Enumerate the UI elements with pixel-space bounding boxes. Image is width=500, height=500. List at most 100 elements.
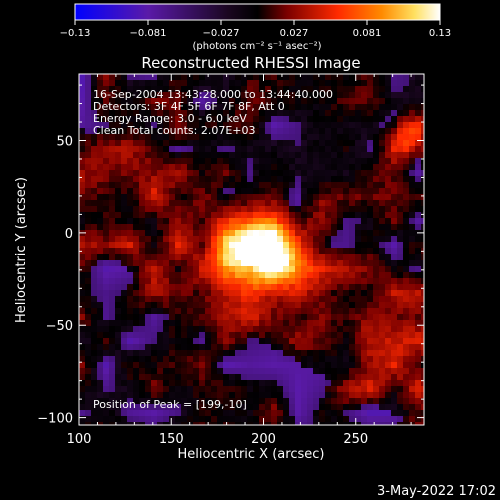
heatmap-cell xyxy=(91,122,98,129)
heatmap-cell xyxy=(175,182,182,189)
heatmap-cell xyxy=(331,410,338,417)
heatmap-cell xyxy=(367,200,374,207)
heatmap-cell xyxy=(97,374,104,381)
heatmap-cell xyxy=(379,356,386,363)
heatmap-cell xyxy=(121,404,128,411)
heatmap-cell xyxy=(139,92,146,99)
heatmap-cell xyxy=(193,416,200,423)
heatmap-cell xyxy=(319,80,326,87)
heatmap-cell xyxy=(109,200,116,207)
heatmap-cell xyxy=(253,176,260,183)
heatmap-cell xyxy=(163,170,170,177)
heatmap-cell xyxy=(307,326,314,333)
heatmap-cell xyxy=(289,182,296,189)
heatmap-cell xyxy=(85,422,92,425)
heatmap-cell xyxy=(181,248,188,255)
heatmap-cell xyxy=(385,128,392,135)
heatmap-cell xyxy=(157,80,164,87)
heatmap-cell xyxy=(163,260,170,267)
heatmap-cell xyxy=(421,122,424,129)
heatmap-cell xyxy=(265,374,272,381)
heatmap-cell xyxy=(295,344,302,351)
heatmap-cell xyxy=(229,356,236,363)
heatmap-cell xyxy=(133,176,140,183)
heatmap-cell xyxy=(205,392,212,399)
heatmap-cell xyxy=(85,380,92,387)
heatmap-cell xyxy=(253,410,260,417)
heatmap-cell xyxy=(241,194,248,201)
heatmap-cell xyxy=(139,296,146,303)
heatmap-cell xyxy=(301,386,308,393)
heatmap-cell xyxy=(109,254,116,261)
heatmap-cell xyxy=(181,296,188,303)
heatmap-cell xyxy=(169,194,176,201)
heatmap-cell xyxy=(265,128,272,135)
heatmap-cell xyxy=(91,104,98,111)
heatmap-cell xyxy=(151,278,158,285)
heatmap-cell xyxy=(355,92,362,99)
heatmap-cell xyxy=(331,194,338,201)
heatmap-cell xyxy=(127,320,134,327)
heatmap-cell xyxy=(367,146,374,153)
heatmap-cell xyxy=(181,92,188,99)
heatmap-cell xyxy=(313,272,320,279)
heatmap-cell xyxy=(271,278,278,285)
heatmap-cell xyxy=(313,98,320,105)
heatmap-cell xyxy=(181,326,188,333)
heatmap-cell xyxy=(205,386,212,393)
heatmap-cell xyxy=(361,80,368,87)
heatmap-cell xyxy=(349,380,356,387)
heatmap-cell xyxy=(145,218,152,225)
heatmap-cell xyxy=(97,416,104,423)
heatmap-cell xyxy=(121,224,128,231)
heatmap-cell xyxy=(367,188,374,195)
heatmap-cell xyxy=(253,362,260,369)
heatmap-cell xyxy=(331,278,338,285)
heatmap-cell xyxy=(337,380,344,387)
heatmap-cell xyxy=(139,392,146,399)
heatmap-cell xyxy=(331,344,338,351)
heatmap-cell xyxy=(223,308,230,315)
heatmap-cell xyxy=(259,140,266,147)
heatmap-cell xyxy=(301,398,308,405)
heatmap-cell xyxy=(259,266,266,273)
heatmap-cell xyxy=(115,242,122,249)
heatmap-cell xyxy=(109,152,116,159)
heatmap-cell xyxy=(241,170,248,177)
heatmap-cell xyxy=(343,86,350,93)
heatmap-cell xyxy=(205,218,212,225)
heatmap-cell xyxy=(151,122,158,129)
heatmap-cell xyxy=(343,404,350,411)
heatmap-cell xyxy=(127,422,134,425)
heatmap-cell xyxy=(343,290,350,297)
heatmap-cell xyxy=(115,392,122,399)
heatmap-cell xyxy=(403,410,410,417)
heatmap-cell xyxy=(157,314,164,321)
heatmap-cell xyxy=(193,218,200,225)
heatmap-cell xyxy=(175,98,182,105)
heatmap-cell xyxy=(121,200,128,207)
heatmap-cell xyxy=(103,212,110,219)
heatmap-cell xyxy=(367,386,374,393)
heatmap-cell xyxy=(259,188,266,195)
heatmap-cell xyxy=(373,278,380,285)
heatmap-cell xyxy=(319,236,326,243)
heatmap-cell xyxy=(415,122,422,129)
heatmap-cell xyxy=(361,344,368,351)
heatmap-cell xyxy=(133,104,140,111)
heatmap-cell xyxy=(235,206,242,213)
heatmap-cell xyxy=(283,392,290,399)
heatmap-cell xyxy=(181,182,188,189)
heatmap-cell xyxy=(133,194,140,201)
heatmap-cell xyxy=(343,344,350,351)
heatmap-cell xyxy=(301,422,308,425)
heatmap-cell xyxy=(325,296,332,303)
heatmap-cell xyxy=(343,260,350,267)
heatmap-cell xyxy=(145,392,152,399)
heatmap-cell xyxy=(265,86,272,93)
heatmap-cell xyxy=(175,212,182,219)
heatmap-cell xyxy=(205,152,212,159)
heatmap-cell xyxy=(187,92,194,99)
heatmap-cell xyxy=(199,146,206,153)
heatmap-cell xyxy=(403,422,410,425)
